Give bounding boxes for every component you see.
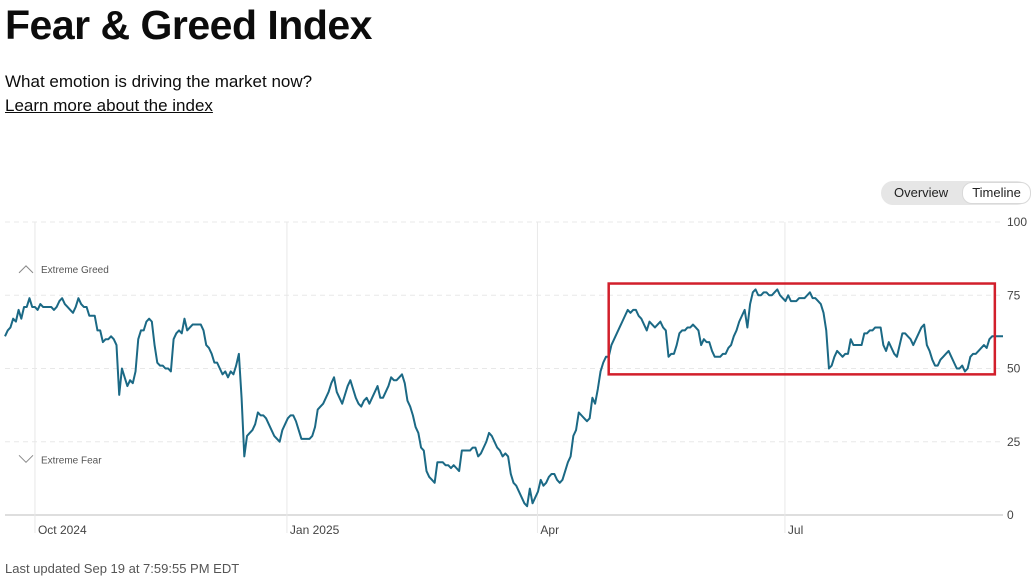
page-title: Fear & Greed Index xyxy=(5,2,372,48)
page-subtitle: What emotion is driving the market now? xyxy=(5,72,313,91)
overview-tab[interactable]: Overview xyxy=(894,185,949,200)
extreme-greed-label: Extreme Greed xyxy=(41,265,109,276)
y-tick-label: 100 xyxy=(1007,215,1027,229)
y-tick-label: 75 xyxy=(1007,288,1021,302)
extreme-fear-label: Extreme Fear xyxy=(41,455,102,466)
y-tick-label: 0 xyxy=(1007,508,1014,522)
index-series-line xyxy=(4,288,1003,508)
highlight-box xyxy=(607,282,997,376)
learn-more-link[interactable]: Learn more about the index xyxy=(5,96,213,115)
y-tick-label: 50 xyxy=(1007,362,1021,376)
last-updated-text: Last updated Sep 19 at 7:59:55 PM EDT xyxy=(5,561,240,576)
x-tick-label: Apr xyxy=(540,523,559,537)
view-toggle: Overview Timeline xyxy=(881,181,1031,205)
x-tick-label: Jul xyxy=(788,523,803,537)
y-tick-label: 25 xyxy=(1007,435,1021,449)
timeline-tab[interactable]: Timeline xyxy=(962,182,1031,204)
x-tick-label: Jan 2025 xyxy=(290,523,340,537)
chevron-up-icon xyxy=(18,265,34,274)
chevron-down-icon xyxy=(18,454,34,464)
x-tick-label: Oct 2024 xyxy=(38,523,87,537)
fear-greed-timeline-chart: 0 25 50 75 100 Oct 2024 Jan 2025 Apr Jul Extreme … xyxy=(4,215,1027,537)
